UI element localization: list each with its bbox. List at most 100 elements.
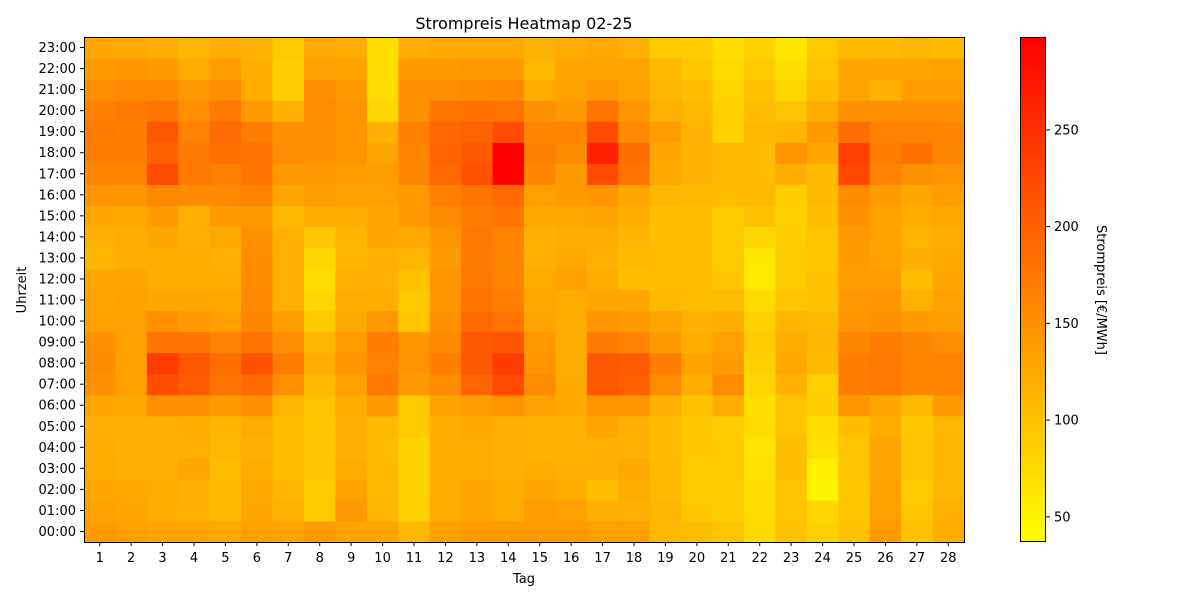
heatmap-cell [555, 436, 588, 459]
heatmap-cell [272, 394, 305, 417]
heatmap-cell [555, 205, 588, 227]
x-tick-label: 9 [347, 551, 355, 566]
heatmap-cell [806, 394, 839, 417]
heatmap-cell [146, 352, 179, 375]
heatmap-cell [272, 331, 305, 354]
heatmap-cell [932, 331, 965, 354]
x-tick-label: 15 [531, 551, 548, 566]
heatmap-cell [146, 478, 179, 501]
y-tick-label: 05:00 [39, 420, 76, 435]
heatmap-cell [618, 121, 651, 143]
heatmap-cell [524, 499, 557, 522]
heatmap-cell [869, 247, 902, 270]
heatmap-cell [838, 37, 871, 59]
heatmap-cell [492, 79, 525, 101]
heatmap-cell [461, 37, 494, 59]
x-tick-label: 17 [594, 551, 611, 566]
heatmap-cell [272, 478, 305, 501]
heatmap-cell [461, 373, 494, 396]
heatmap-cell [272, 100, 305, 122]
heatmap-cell [869, 352, 902, 375]
heatmap-cell [115, 100, 148, 122]
x-tick-label: 22 [751, 551, 768, 566]
heatmap-cell [115, 142, 148, 164]
heatmap-cell [366, 163, 399, 185]
heatmap-cell [806, 310, 839, 333]
heatmap-cell [492, 121, 525, 143]
heatmap-cell [272, 121, 305, 143]
heatmap-cell [115, 184, 148, 206]
heatmap-cell [492, 184, 525, 206]
heatmap-cell [241, 100, 274, 122]
heatmap-cell [586, 247, 619, 270]
x-tick-label: 2 [127, 551, 135, 566]
heatmap-cell [272, 247, 305, 270]
heatmap-cell [586, 100, 619, 122]
y-tick-label: 20:00 [39, 104, 76, 119]
heatmap-cell [681, 184, 714, 206]
heatmap-cell [366, 394, 399, 417]
heatmap-cell [524, 79, 557, 101]
heatmap-cell [932, 289, 965, 312]
heatmap-cell [555, 100, 588, 122]
heatmap-cell [932, 415, 965, 438]
heatmap-cell [869, 37, 902, 59]
colorbar-tick-label: 50 [1054, 510, 1071, 525]
heatmap-cell [241, 37, 274, 59]
colorbar-tick-label: 100 [1054, 414, 1079, 429]
heatmap-cell [586, 58, 619, 80]
x-tick-label: 5 [221, 551, 229, 566]
heatmap-cell [901, 436, 934, 459]
heatmap-cell [366, 184, 399, 206]
heatmap-cell [461, 205, 494, 227]
heatmap-cell [712, 121, 745, 143]
heatmap-cell [524, 163, 557, 185]
heatmap-cell [335, 142, 368, 164]
heatmap-cell [461, 100, 494, 122]
heatmap-cell [492, 100, 525, 122]
y-tick-label: 16:00 [39, 188, 76, 203]
x-tick-label: 4 [190, 551, 198, 566]
heatmap-cell [524, 226, 557, 249]
heatmap-cell [304, 436, 337, 459]
x-tick-label: 21 [720, 551, 737, 566]
heatmap-cell [869, 142, 902, 164]
colorbar-ticks: 50 100 150 200 250 [1046, 123, 1079, 525]
y-tick-label: 19:00 [39, 125, 76, 140]
x-tick-label: 1 [96, 551, 104, 566]
x-tick-label: 18 [626, 551, 643, 566]
heatmap-cell [901, 331, 934, 354]
heatmap-cell [492, 457, 525, 480]
heatmap-cell [524, 478, 557, 501]
heatmap-cell [586, 226, 619, 249]
heatmap-cell [681, 268, 714, 291]
x-tick-label: 8 [316, 551, 324, 566]
heatmap-cell [398, 499, 431, 522]
heatmap-cell [272, 289, 305, 312]
heatmap-cell [838, 58, 871, 80]
heatmap-cell [681, 373, 714, 396]
colorbar [1020, 37, 1046, 542]
heatmap-cell [178, 478, 211, 501]
heatmap-cell [209, 331, 242, 354]
y-tick-label: 06:00 [39, 399, 76, 414]
heatmap-cell [304, 226, 337, 249]
heatmap-cell [178, 457, 211, 480]
heatmap-cell [932, 142, 965, 164]
heatmap-cell [618, 226, 651, 249]
heatmap-cell [586, 184, 619, 206]
heatmap-cell [869, 436, 902, 459]
heatmap-cell [555, 142, 588, 164]
heatmap-cell [586, 478, 619, 501]
heatmap-cell [838, 289, 871, 312]
heatmap-cell [681, 247, 714, 270]
heatmap-cell [398, 142, 431, 164]
heatmap-cell [272, 457, 305, 480]
heatmap-cell [744, 184, 777, 206]
y-tick-label: 02:00 [39, 483, 76, 498]
heatmap-cell [272, 310, 305, 333]
heatmap-cell [555, 37, 588, 59]
heatmap-cell [366, 247, 399, 270]
y-tick-label: 04:00 [39, 441, 76, 456]
heatmap-cell [932, 499, 965, 522]
